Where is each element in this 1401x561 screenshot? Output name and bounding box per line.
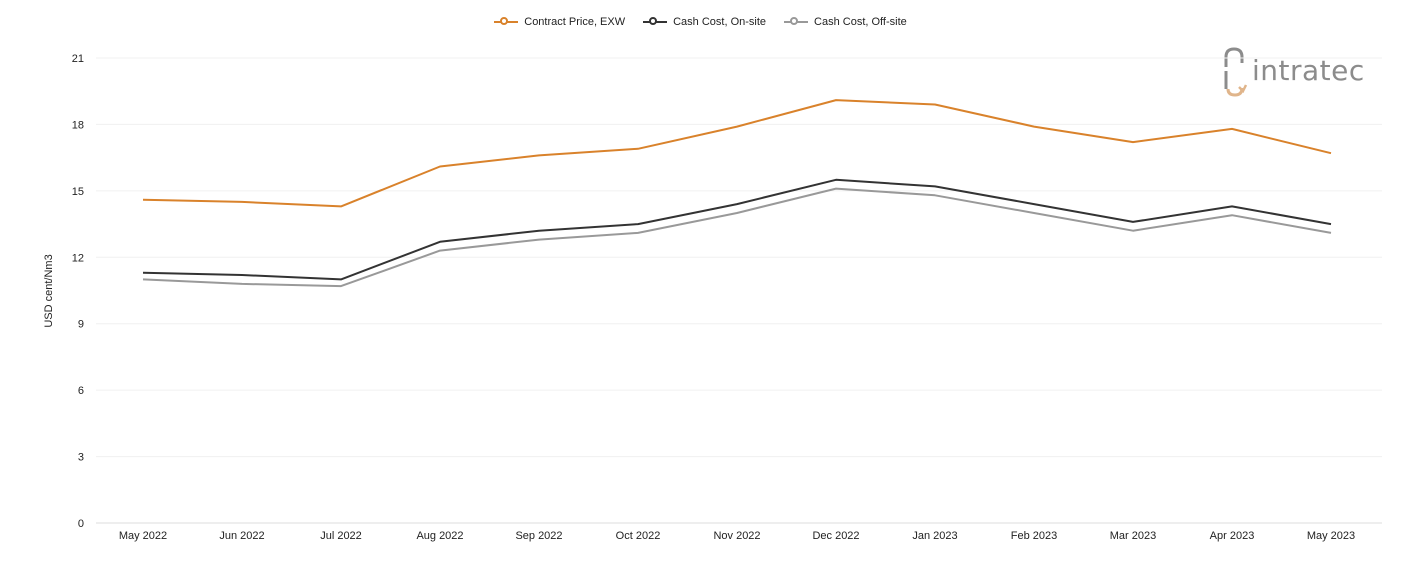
data-point[interactable] — [1229, 126, 1235, 132]
data-point[interactable] — [239, 199, 245, 205]
y-tick-label: 12 — [72, 252, 84, 264]
data-point[interactable] — [1328, 221, 1334, 227]
x-tick-label: Nov 2022 — [713, 530, 760, 542]
data-point[interactable] — [239, 272, 245, 278]
data-point[interactable] — [1130, 219, 1136, 225]
x-tick-label: Mar 2023 — [1110, 530, 1156, 542]
data-point[interactable] — [734, 124, 740, 130]
x-tick-label: May 2022 — [119, 530, 167, 542]
y-tick-label: 0 — [78, 518, 84, 530]
legend-label: Cash Cost, Off-site — [814, 16, 907, 28]
data-point[interactable] — [140, 276, 146, 282]
series-cash-cost-on-site — [140, 177, 1334, 282]
data-point[interactable] — [1328, 230, 1334, 236]
data-point[interactable] — [338, 203, 344, 209]
y-tick-label: 3 — [78, 452, 84, 464]
grid-layer — [96, 57, 1382, 524]
data-point[interactable] — [932, 102, 938, 108]
data-point[interactable] — [1130, 228, 1136, 234]
data-point[interactable] — [635, 221, 641, 227]
x-tick-label: Sep 2022 — [515, 530, 562, 542]
data-point[interactable] — [536, 228, 542, 234]
x-tick-label: Jan 2023 — [912, 530, 957, 542]
x-tick-label: May 2023 — [1307, 530, 1355, 542]
legend-label: Cash Cost, On-site — [673, 16, 767, 28]
legend-item-contract-price[interactable]: Contract Price, EXW — [494, 16, 625, 28]
legend-label: Contract Price, EXW — [524, 16, 626, 28]
data-point[interactable] — [140, 197, 146, 203]
legend-item-cash-cost-on-site[interactable]: Cash Cost, On-site — [643, 16, 766, 28]
intratec-logo-text: intratec — [1252, 54, 1365, 87]
data-point[interactable] — [1229, 203, 1235, 209]
data-point[interactable] — [1031, 210, 1037, 216]
y-tick-label: 9 — [78, 319, 84, 331]
series-line[interactable] — [142, 178, 1332, 281]
data-point[interactable] — [833, 177, 839, 183]
intratec-logo-icon — [1222, 45, 1252, 97]
data-point[interactable] — [932, 192, 938, 198]
data-point[interactable] — [437, 248, 443, 254]
x-tick-label: Apr 2023 — [1210, 530, 1255, 542]
data-point[interactable] — [1229, 212, 1235, 218]
data-point[interactable] — [635, 146, 641, 152]
data-point[interactable] — [437, 164, 443, 170]
y-tick-label: 15 — [72, 186, 84, 198]
x-tick-label: Aug 2022 — [416, 530, 463, 542]
legend-swatch-contract-price — [494, 16, 519, 28]
series-line[interactable] — [142, 99, 1332, 208]
series-layer — [140, 97, 1334, 289]
data-point[interactable] — [140, 270, 146, 276]
series-line[interactable] — [142, 187, 1332, 288]
y-tick-label: 21 — [72, 53, 84, 65]
data-point[interactable] — [734, 201, 740, 207]
legend-item-cash-cost-off-site[interactable]: Cash Cost, Off-site — [784, 16, 907, 28]
series-contract-price-exw — [140, 97, 1334, 209]
data-point[interactable] — [1328, 150, 1334, 156]
y-axis-title: USD cent/Nm3 — [43, 254, 55, 327]
legend-swatch-cash-cost-on-site — [643, 16, 668, 28]
x-tick-label: Dec 2022 — [812, 530, 859, 542]
data-point[interactable] — [536, 237, 542, 243]
intratec-watermark: intratec — [1222, 44, 1382, 98]
data-point[interactable] — [1031, 201, 1037, 207]
x-tick-label: Feb 2023 — [1011, 530, 1057, 542]
data-point[interactable] — [833, 97, 839, 103]
y-tick-label: 18 — [72, 119, 84, 131]
data-point[interactable] — [338, 276, 344, 282]
x-tick-label: Jul 2022 — [320, 530, 362, 542]
data-point[interactable] — [437, 239, 443, 245]
chart-legend: Contract Price, EXW Cash Cost, On-site C… — [0, 16, 1401, 28]
data-point[interactable] — [635, 230, 641, 236]
data-point[interactable] — [833, 186, 839, 192]
y-tick-label: 6 — [78, 385, 84, 397]
legend-swatch-cash-cost-off-site — [784, 16, 809, 28]
data-point[interactable] — [734, 210, 740, 216]
data-point[interactable] — [932, 183, 938, 189]
data-point[interactable] — [338, 283, 344, 289]
data-point[interactable] — [1031, 124, 1037, 130]
data-point[interactable] — [1130, 139, 1136, 145]
x-tick-label: Oct 2022 — [616, 530, 661, 542]
data-point[interactable] — [239, 281, 245, 287]
axis-layer: 0 3 6 9 12 15 18 21 May 2022 Jun 2022 Jul 2022 Aug … — [72, 53, 1355, 542]
series-cash-cost-off-site — [140, 186, 1334, 289]
x-tick-label: Jun 2022 — [219, 530, 264, 542]
data-point[interactable] — [536, 152, 542, 158]
